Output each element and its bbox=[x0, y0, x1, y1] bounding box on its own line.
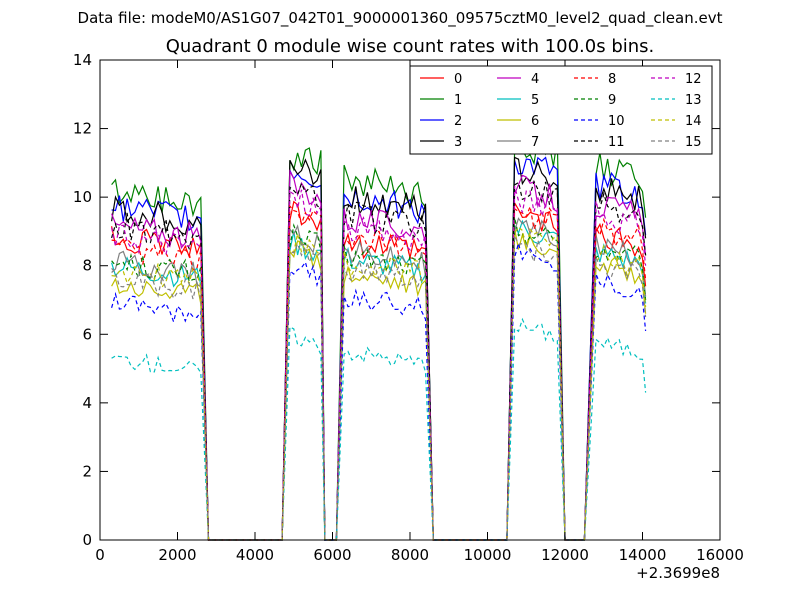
x-offset-label: +2.3699e8 bbox=[636, 564, 720, 582]
y-tick-label: 2 bbox=[82, 462, 92, 480]
y-tick-label: 12 bbox=[73, 120, 92, 138]
y-tick-label: 10 bbox=[73, 188, 92, 206]
legend-label-10: 10 bbox=[608, 114, 625, 129]
x-tick-label: 4000 bbox=[236, 546, 274, 564]
series-line-1 bbox=[111, 133, 647, 541]
x-tick-label: 0 bbox=[95, 546, 105, 564]
series-line-7 bbox=[111, 217, 647, 541]
legend-label-14: 14 bbox=[685, 114, 702, 129]
legend-label-13: 13 bbox=[685, 93, 702, 108]
legend-label-8: 8 bbox=[608, 72, 616, 87]
x-tick-label: 10000 bbox=[464, 546, 512, 564]
series-line-8 bbox=[111, 204, 647, 541]
legend-label-7: 7 bbox=[531, 135, 539, 150]
legend-label-11: 11 bbox=[608, 135, 625, 150]
series-line-13 bbox=[111, 317, 647, 541]
legend-label-3: 3 bbox=[454, 135, 462, 150]
data-file-title: Data file: modeM0/AS1G07_042T01_90000013… bbox=[77, 9, 723, 27]
x-tick-label: 2000 bbox=[158, 546, 196, 564]
series-line-4 bbox=[111, 169, 647, 541]
series-lines bbox=[111, 133, 647, 541]
legend-label-5: 5 bbox=[531, 93, 539, 108]
legend-label-6: 6 bbox=[531, 114, 539, 129]
axis-ticks: 0 2000 4000 6000 8000 10000 12000 14000 16000 0 2 4… bbox=[73, 51, 744, 564]
y-tick-label: 4 bbox=[82, 394, 92, 412]
y-tick-label: 6 bbox=[82, 325, 92, 343]
y-tick-label: 14 bbox=[73, 51, 92, 69]
x-tick-label: 16000 bbox=[696, 546, 744, 564]
legend-label-0: 0 bbox=[454, 72, 462, 87]
chart-title: Quadrant 0 module wise count rates with … bbox=[165, 36, 655, 57]
y-tick-label: 0 bbox=[82, 531, 92, 549]
legend-label-2: 2 bbox=[454, 114, 462, 129]
series-line-11 bbox=[111, 179, 647, 541]
x-tick-label: 12000 bbox=[541, 546, 589, 564]
x-tick-label: 6000 bbox=[313, 546, 351, 564]
legend-label-4: 4 bbox=[531, 72, 539, 87]
series-line-0 bbox=[111, 200, 647, 541]
series-line-15 bbox=[111, 235, 647, 541]
legend-box bbox=[409, 65, 713, 155]
x-tick-label: 14000 bbox=[619, 546, 667, 564]
series-line-10 bbox=[111, 243, 647, 541]
x-tick-label: 8000 bbox=[391, 546, 429, 564]
legend-label-12: 12 bbox=[685, 72, 702, 87]
legend-label-15: 15 bbox=[685, 135, 702, 150]
legend-label-1: 1 bbox=[454, 93, 462, 108]
legend-label-9: 9 bbox=[608, 93, 616, 108]
y-tick-label: 8 bbox=[82, 257, 92, 275]
